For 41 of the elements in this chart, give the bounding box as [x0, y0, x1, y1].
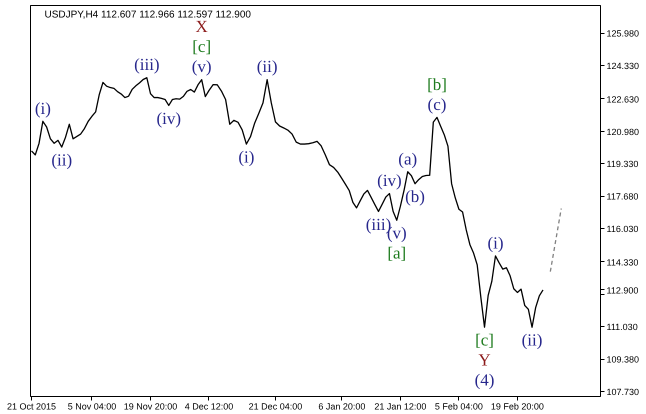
x-tick-label: 6 Jan 20:00: [318, 402, 366, 412]
y-tick-label: 120.980: [606, 126, 640, 137]
annotation: Y: [478, 350, 491, 370]
y-tick-label: 124.330: [606, 61, 640, 72]
annotation: (c): [428, 94, 446, 114]
annotation: (b): [405, 187, 425, 206]
annotation: (i): [34, 98, 51, 118]
y-tick-label: 117.680: [606, 192, 638, 202]
annotation: (a): [398, 149, 418, 168]
annotation: (4): [474, 370, 494, 390]
annotation: (i): [238, 148, 254, 167]
line-series: [550, 208, 562, 272]
x-tick-label: 4 Dec 12:00: [184, 402, 234, 412]
x-tick-label: 19 Nov 20:00: [124, 402, 178, 412]
annotation: [c]: [192, 37, 212, 56]
y-tick-label: 116.030: [606, 224, 638, 234]
annotation: (iv): [156, 108, 182, 128]
annotation: (ii): [51, 150, 72, 170]
annotation: (ii): [522, 330, 542, 350]
annotation: [b]: [427, 74, 447, 94]
x-tick-label: 19 Feb 20:00: [490, 402, 544, 412]
y-tick-label: 114.330: [606, 257, 638, 268]
annotation: (v): [192, 57, 212, 76]
annotation: (iii): [134, 55, 160, 74]
x-tick-label: 5 Feb 04:00: [434, 402, 483, 412]
annotation: (iv): [377, 171, 402, 190]
annotation: [a]: [387, 244, 406, 263]
y-tick-label: 111.030: [606, 322, 638, 332]
y-tick-label: 109.380: [606, 354, 640, 365]
y-tick-label: 119.330: [606, 159, 638, 170]
annotation: [c]: [475, 330, 494, 350]
y-tick-label: 125.980: [606, 28, 640, 39]
x-tick-label: 21 Oct 2015: [6, 402, 56, 412]
x-tick-label: 21 Jan 12:00: [374, 402, 426, 412]
x-tick-label: 21 Dec 04:00: [248, 402, 302, 412]
y-tick-label: 122.630: [606, 94, 640, 104]
annotation: (i): [487, 233, 504, 252]
y-tick-label: 107.730: [606, 386, 640, 397]
annotation: (ii): [256, 57, 278, 76]
x-tick-label: 5 Nov 04:00: [68, 402, 116, 412]
y-tick-label: 112.900: [606, 285, 638, 296]
